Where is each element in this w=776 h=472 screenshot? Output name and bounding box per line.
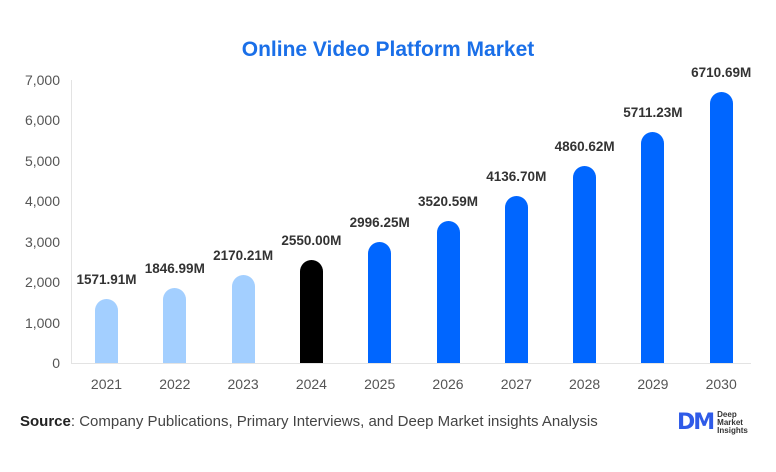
value-label: 2550.00M — [281, 232, 342, 248]
x-tick-label: 2022 — [159, 376, 191, 392]
value-label: 2996.25M — [349, 214, 410, 230]
x-tick-label: 2030 — [705, 376, 737, 392]
bar-2021 — [95, 299, 118, 363]
logo-line: Insights — [717, 425, 748, 435]
y-tick-label: 6,000 — [24, 112, 60, 129]
bar-2022 — [163, 288, 187, 363]
source-label: Source — [20, 413, 71, 430]
value-label: 3520.59M — [417, 193, 479, 209]
logo-line: Market — [717, 417, 743, 427]
bar-2023 — [231, 275, 255, 363]
y-axis-line — [71, 80, 72, 363]
bar-2029 — [641, 132, 665, 363]
value-label: 1571.91M — [76, 272, 137, 288]
x-tick-label: 2028 — [569, 376, 601, 392]
y-tick-label: 3,000 — [24, 233, 60, 250]
y-tick-label: 1,000 — [24, 314, 60, 331]
bar-2026 — [436, 220, 460, 363]
x-tick-label: 2021 — [90, 376, 123, 392]
value-label: 2170.21M — [213, 248, 274, 264]
x-tick-label: 2024 — [295, 376, 327, 392]
source-text: : Company Publications, Primary Intervie… — [70, 413, 598, 430]
y-tick-label: 2,000 — [24, 274, 60, 291]
bar-2027 — [504, 195, 528, 363]
logo-text: Deep Market Insights — [717, 409, 748, 435]
x-tick-label: 2027 — [500, 376, 532, 392]
logo-line: Deep — [717, 409, 737, 419]
bar-2024 — [299, 259, 323, 363]
value-label: 4860.62M — [554, 139, 615, 155]
y-tick-label: 0 — [52, 355, 60, 371]
bar-2028 — [573, 166, 597, 363]
x-tick-label: 2026 — [432, 376, 464, 392]
source-note: Source: Company Publications, Primary In… — [20, 413, 598, 430]
x-tick-label: 2023 — [227, 376, 259, 392]
y-tick-label: 4,000 — [24, 193, 60, 210]
x-tick-label: 2029 — [637, 376, 669, 392]
logo-mark: DM — [677, 410, 715, 435]
brand-logo: DM Deep Market Insights — [677, 410, 748, 435]
chart-title: Online Video Platform Market — [241, 38, 535, 61]
y-tick-label: 5,000 — [24, 152, 60, 169]
y-tick-label: 7,000 — [24, 72, 60, 88]
value-label: 5711.23M — [623, 105, 683, 121]
value-label: 6710.69M — [691, 64, 752, 80]
x-axis-line — [71, 363, 751, 364]
value-label: 4136.70M — [486, 168, 547, 184]
x-tick-label: 2025 — [364, 376, 396, 392]
value-label: 1846.99M — [144, 261, 205, 277]
bar-2030 — [709, 91, 733, 363]
bar-2025 — [368, 241, 392, 363]
